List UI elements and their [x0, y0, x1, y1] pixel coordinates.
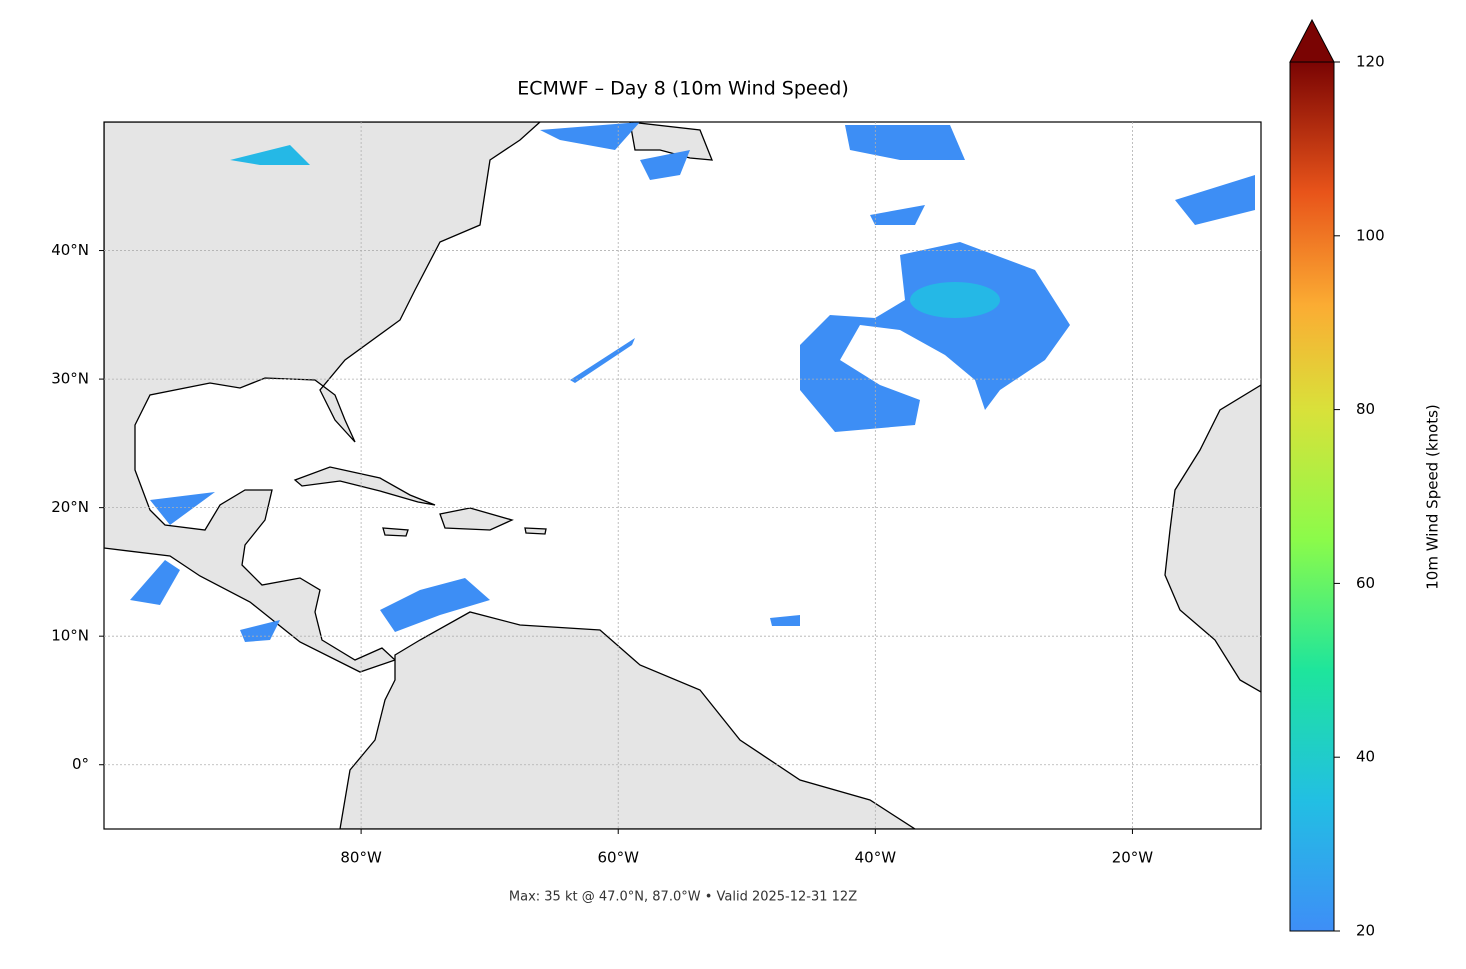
colorbar-extension: [1289, 18, 1335, 63]
hispaniola: [439, 507, 514, 531]
map-frame: [103, 121, 1262, 830]
y-tick-label: 10°N: [51, 627, 89, 645]
north-america: [104, 122, 541, 673]
y-tick-label: 20°N: [51, 498, 89, 516]
colorbar-tick-label: 60: [1356, 574, 1375, 592]
footer: Max: 35 kt @ 47.0°N, 87.0°W • Valid 2025…: [509, 890, 857, 905]
map-area: [104, 122, 1261, 829]
puerto-rico: [524, 527, 547, 535]
colorbar-tick-label: 100: [1356, 226, 1385, 244]
title: ECMWF – Day 8 (10m Wind Speed): [517, 78, 849, 100]
colorbar: [1289, 61, 1335, 932]
x-tick-label: 20°W: [1112, 849, 1154, 867]
colorbar-tick-label: 20: [1356, 922, 1375, 940]
cuba: [293, 466, 436, 506]
x-tick-label: 80°W: [340, 849, 382, 867]
newfoundland: [629, 122, 713, 161]
x-tick-label: 40°W: [855, 849, 897, 867]
south-america: [339, 611, 917, 829]
y-tick-label: 0°: [72, 755, 89, 773]
colorbar-tick-label: 80: [1356, 400, 1375, 418]
y-tick-label: 40°N: [51, 241, 89, 259]
x-tick-label: 60°W: [598, 849, 640, 867]
africa: [1164, 384, 1261, 693]
colorbar-tick-label: 40: [1356, 748, 1375, 766]
jamaica: [382, 527, 409, 537]
colorbar-tick-label: 120: [1356, 53, 1385, 71]
colorbar-label: 10m Wind Speed (knots): [1424, 404, 1442, 590]
y-tick-label: 30°N: [51, 370, 89, 388]
